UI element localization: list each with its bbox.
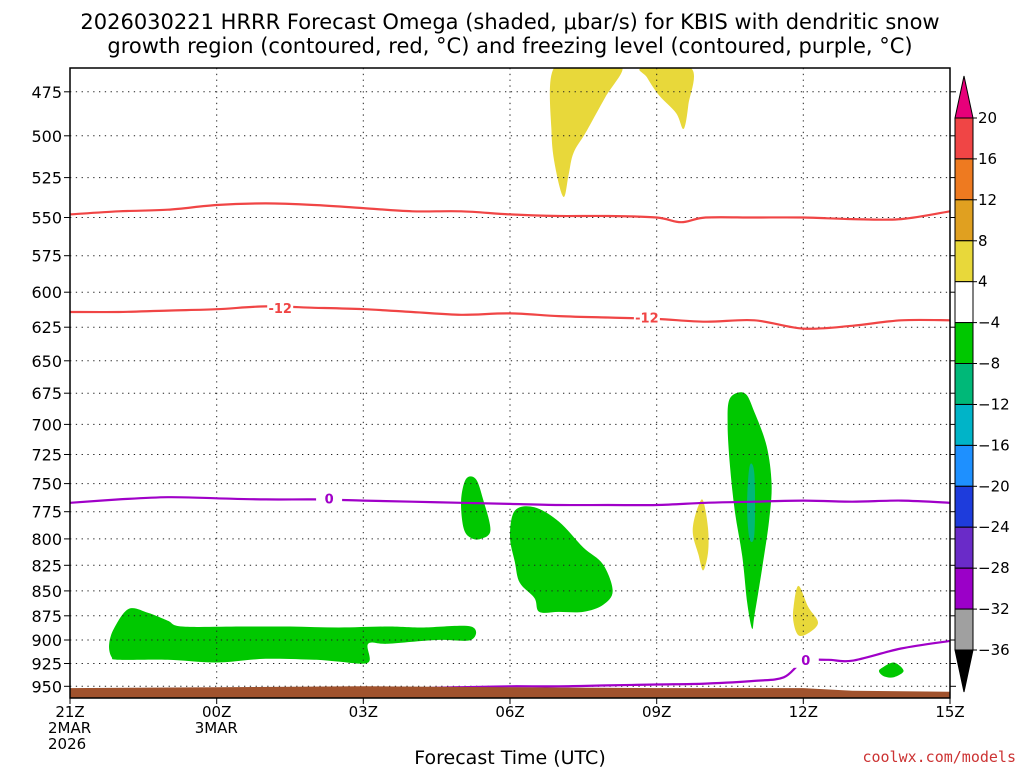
colorbar-bin-2 — [954, 199, 974, 242]
colorbar-bin-11 — [954, 567, 974, 610]
colorbar-bin-1 — [954, 158, 974, 201]
omega-region-2 — [510, 506, 613, 613]
dgz_minus12_lower-label-bg-0 — [267, 299, 294, 316]
freezing_level_lower-label-0: 0 — [801, 654, 810, 669]
colorbar-label-4: 4 — [978, 273, 988, 291]
freezing_level_upper-label-0: 0 — [325, 492, 334, 507]
x-tick-label-0-1: 2MAR — [48, 719, 91, 737]
y-tick-label-800: 800 — [31, 530, 62, 549]
dgz_minus12_lower-label-0: -12 — [268, 302, 292, 317]
y-tick-label-950: 950 — [31, 677, 62, 696]
colorbar-label-12: −32 — [978, 600, 1010, 618]
temperature-contours — [70, 202, 950, 690]
colorbar-label-6: −8 — [978, 355, 1000, 373]
freezing_level_lower-line — [426, 639, 950, 690]
x-tick-label-3-1: 3MAR — [195, 719, 238, 737]
dgz_minus12_lower-label-bg-1 — [633, 309, 660, 326]
colorbar-label-13: −36 — [978, 641, 1010, 659]
x-tick-label-18-0: 15Z — [935, 703, 964, 721]
dgz_minus12_lower-label-1: -12 — [635, 312, 659, 327]
dgz_minus12_lower-line — [70, 305, 950, 330]
colorbar-label-3: 8 — [978, 232, 988, 250]
y-tick-label-750: 750 — [31, 475, 62, 494]
y-tick-label-725: 725 — [31, 446, 62, 465]
y-tick-label-600: 600 — [31, 283, 62, 302]
x-tick-label-12-0: 09Z — [642, 703, 671, 721]
contour-labels: -12 -12 0 0 — [267, 299, 819, 669]
y-tick-label-850: 850 — [31, 582, 62, 601]
omega-region-0 — [109, 608, 477, 664]
y-tick-label-625: 625 — [31, 318, 62, 337]
omega-shading — [109, 68, 904, 678]
x-tick-label-3-0: 00Z — [202, 703, 231, 721]
chart-title-line2: growth region (contoured, red, °C) and f… — [107, 34, 912, 58]
y-tick-label-825: 825 — [31, 556, 62, 575]
chart-title-line1: 2026030221 HRRR Forecast Omega (shaded, … — [80, 10, 939, 34]
colorbar-label-2: 12 — [978, 191, 997, 209]
colorbar-arrow-top — [954, 75, 974, 119]
y-tick-label-550: 550 — [31, 209, 62, 228]
omega-region-1 — [461, 476, 491, 540]
colorbar-bin-8 — [954, 444, 974, 487]
freezing_level_upper-label-bg-0 — [316, 490, 343, 507]
x-tick-label-6-0: 03Z — [349, 703, 378, 721]
colorbar-label-7: −12 — [978, 396, 1010, 414]
x-tick-label-0-2: 2026 — [48, 735, 86, 753]
colorbar: 20 16 12 8 4 −4 −8 −12 −16 −20 −24 −28 −32 −36 — [954, 75, 1010, 693]
y-tick-label-925: 925 — [31, 655, 62, 674]
colorbar-label-1: 16 — [978, 150, 997, 168]
colorbar-bin-10 — [954, 526, 974, 569]
colorbar-bin-4 — [954, 281, 974, 324]
credit-text: coolwx.com/models — [862, 748, 1016, 766]
omega-region-9 — [792, 585, 818, 636]
dgz_upper-line — [70, 202, 950, 224]
x-tick-label-0-0: 21Z — [55, 703, 84, 721]
y-tick-label-775: 775 — [31, 503, 62, 522]
colorbar-bin-9 — [954, 485, 974, 528]
freezing_level_upper-line — [70, 496, 950, 507]
colorbar-bin-7 — [954, 404, 974, 446]
colorbar-label-5: −4 — [978, 314, 1000, 332]
x-tick-label-9-0: 06Z — [495, 703, 524, 721]
colorbar-bin-12 — [954, 608, 974, 651]
terrain-ground — [70, 686, 950, 698]
colorbar-bin-5 — [954, 322, 974, 365]
terrain-fill — [70, 686, 950, 698]
x-tick-label-15-0: 12Z — [789, 703, 818, 721]
colorbar-label-0: 20 — [978, 109, 997, 127]
colorbar-label-8: −16 — [978, 436, 1010, 454]
y-tick-label-875: 875 — [31, 607, 62, 626]
colorbar-arrow-bottom — [954, 649, 974, 693]
colorbar-bin-0 — [954, 117, 974, 160]
y-tick-label-475: 475 — [31, 83, 62, 102]
y-tick-label-900: 900 — [31, 631, 62, 650]
plot-area — [70, 68, 950, 698]
freezing_level_lower-label-bg-0 — [792, 651, 819, 668]
omega-region-4 — [878, 662, 904, 678]
y-tick-label-500: 500 — [31, 127, 62, 146]
x-axis-label: Forecast Time (UTC) — [414, 747, 605, 768]
colorbar-bin-6 — [954, 363, 974, 405]
colorbar-label-11: −28 — [978, 559, 1010, 577]
y-tick-label-525: 525 — [31, 169, 62, 188]
y-tick-label-575: 575 — [31, 247, 62, 266]
omega-region-7 — [639, 68, 694, 129]
y-tick-label-675: 675 — [31, 384, 62, 403]
colorbar-label-10: −24 — [978, 518, 1010, 536]
y-axis: 475 500 525 550 575 600 625 650 675 700 725 750 775 8… — [31, 83, 956, 696]
omega-region-6 — [549, 68, 623, 198]
colorbar-bin-3 — [954, 240, 974, 283]
omega-region-8 — [692, 499, 709, 571]
colorbar-label-9: −20 — [978, 477, 1010, 495]
y-tick-label-650: 650 — [31, 352, 62, 371]
y-tick-label-700: 700 — [31, 415, 62, 434]
